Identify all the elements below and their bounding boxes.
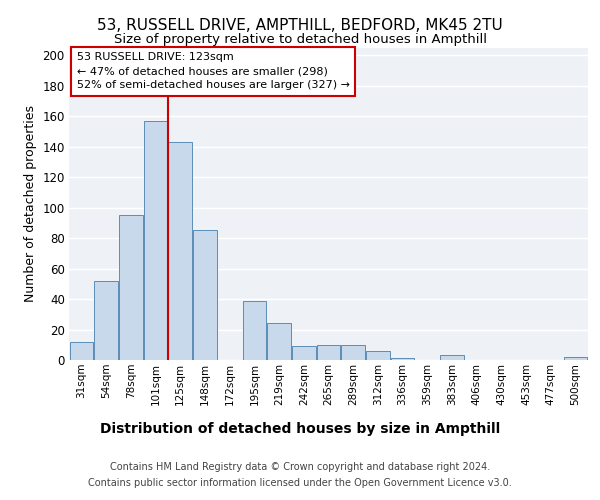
Bar <box>564 357 587 360</box>
Bar <box>242 300 266 360</box>
Bar <box>317 345 340 360</box>
Text: 53, RUSSELL DRIVE, AMPTHILL, BEDFORD, MK45 2TU: 53, RUSSELL DRIVE, AMPTHILL, BEDFORD, MK… <box>97 18 503 32</box>
Bar <box>169 142 192 360</box>
Bar <box>292 346 316 360</box>
Bar <box>70 342 93 360</box>
Text: Size of property relative to detached houses in Ampthill: Size of property relative to detached ho… <box>113 32 487 46</box>
Bar <box>94 280 118 360</box>
Text: Contains HM Land Registry data © Crown copyright and database right 2024.: Contains HM Land Registry data © Crown c… <box>110 462 490 472</box>
Y-axis label: Number of detached properties: Number of detached properties <box>24 106 37 302</box>
Bar <box>440 356 464 360</box>
Text: Distribution of detached houses by size in Ampthill: Distribution of detached houses by size … <box>100 422 500 436</box>
Text: 53 RUSSELL DRIVE: 123sqm
← 47% of detached houses are smaller (298)
52% of semi-: 53 RUSSELL DRIVE: 123sqm ← 47% of detach… <box>77 52 350 90</box>
Bar <box>366 351 389 360</box>
Text: Contains public sector information licensed under the Open Government Licence v3: Contains public sector information licen… <box>88 478 512 488</box>
Bar <box>268 324 291 360</box>
Bar <box>391 358 415 360</box>
Bar <box>144 120 167 360</box>
Bar <box>193 230 217 360</box>
Bar <box>341 345 365 360</box>
Bar <box>119 215 143 360</box>
